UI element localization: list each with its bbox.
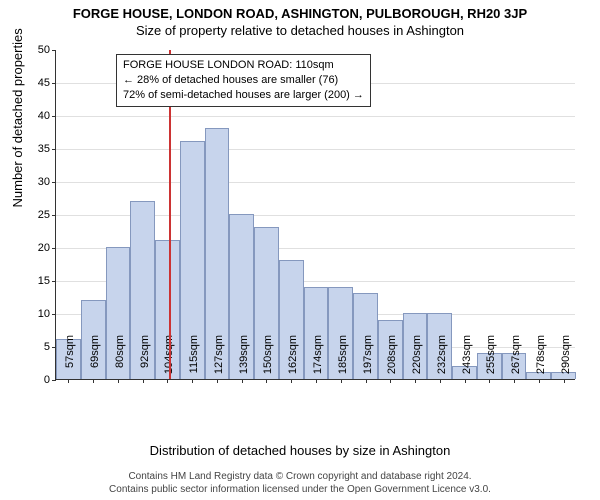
x-tick-label: 174sqm bbox=[312, 335, 324, 385]
gridline bbox=[56, 182, 575, 183]
y-tick-mark bbox=[52, 50, 56, 51]
x-tick-label: 115sqm bbox=[188, 335, 200, 385]
y-tick-mark bbox=[52, 281, 56, 282]
x-tick-label: 185sqm bbox=[337, 335, 349, 385]
y-tick-mark bbox=[52, 83, 56, 84]
y-axis-label: Number of detached properties bbox=[10, 28, 25, 207]
chart-container: FORGE HOUSE, LONDON ROAD, ASHINGTON, PUL… bbox=[0, 0, 600, 500]
x-tick-label: 80sqm bbox=[114, 335, 126, 385]
y-tick-mark bbox=[52, 116, 56, 117]
y-tick-label: 40 bbox=[38, 110, 50, 122]
x-tick-label: 278sqm bbox=[535, 335, 547, 385]
y-tick-label: 10 bbox=[38, 308, 50, 320]
footer-line-1: Contains HM Land Registry data © Crown c… bbox=[0, 470, 600, 483]
annotation-line: ← 28% of detached houses are smaller (76… bbox=[123, 73, 364, 88]
x-tick-label: 69sqm bbox=[89, 335, 101, 385]
y-tick-mark bbox=[52, 182, 56, 183]
y-tick-mark bbox=[52, 248, 56, 249]
gridline bbox=[56, 149, 575, 150]
y-tick-mark bbox=[52, 314, 56, 315]
footer-attribution: Contains HM Land Registry data © Crown c… bbox=[0, 470, 600, 496]
x-tick-label: 255sqm bbox=[485, 335, 497, 385]
x-tick-label: 243sqm bbox=[461, 335, 473, 385]
y-tick-label: 25 bbox=[38, 209, 50, 221]
y-tick-label: 35 bbox=[38, 143, 50, 155]
x-tick-label: 232sqm bbox=[436, 335, 448, 385]
x-tick-label: 150sqm bbox=[262, 335, 274, 385]
plot-region: 0510152025303540455057sqm69sqm80sqm92sqm… bbox=[55, 50, 575, 380]
x-axis-label: Distribution of detached houses by size … bbox=[0, 443, 600, 458]
y-tick-label: 45 bbox=[38, 77, 50, 89]
x-tick-label: 220sqm bbox=[411, 335, 423, 385]
annotation-line: FORGE HOUSE LONDON ROAD: 110sqm bbox=[123, 58, 364, 73]
x-tick-label: 57sqm bbox=[64, 335, 76, 385]
x-tick-label: 92sqm bbox=[139, 335, 151, 385]
x-tick-label: 267sqm bbox=[510, 335, 522, 385]
y-tick-mark bbox=[52, 215, 56, 216]
x-tick-label: 139sqm bbox=[238, 335, 250, 385]
footer-line-2: Contains public sector information licen… bbox=[0, 483, 600, 496]
page-title: FORGE HOUSE, LONDON ROAD, ASHINGTON, PUL… bbox=[0, 0, 600, 21]
gridline bbox=[56, 116, 575, 117]
y-tick-label: 50 bbox=[38, 44, 50, 56]
annotation-line: 72% of semi-detached houses are larger (… bbox=[123, 88, 364, 103]
y-tick-label: 15 bbox=[38, 275, 50, 287]
x-tick-label: 127sqm bbox=[213, 335, 225, 385]
x-tick-label: 197sqm bbox=[362, 335, 374, 385]
y-tick-label: 20 bbox=[38, 242, 50, 254]
x-tick-label: 208sqm bbox=[386, 335, 398, 385]
y-tick-mark bbox=[52, 380, 56, 381]
y-tick-label: 30 bbox=[38, 176, 50, 188]
x-tick-label: 162sqm bbox=[287, 335, 299, 385]
y-tick-mark bbox=[52, 149, 56, 150]
x-tick-label: 290sqm bbox=[560, 335, 572, 385]
chart-area: 0510152025303540455057sqm69sqm80sqm92sqm… bbox=[55, 50, 575, 380]
annotation-box: FORGE HOUSE LONDON ROAD: 110sqm← 28% of … bbox=[116, 54, 371, 107]
y-tick-label: 5 bbox=[44, 341, 50, 353]
y-tick-label: 0 bbox=[44, 374, 50, 386]
page-subtitle: Size of property relative to detached ho… bbox=[0, 23, 600, 38]
